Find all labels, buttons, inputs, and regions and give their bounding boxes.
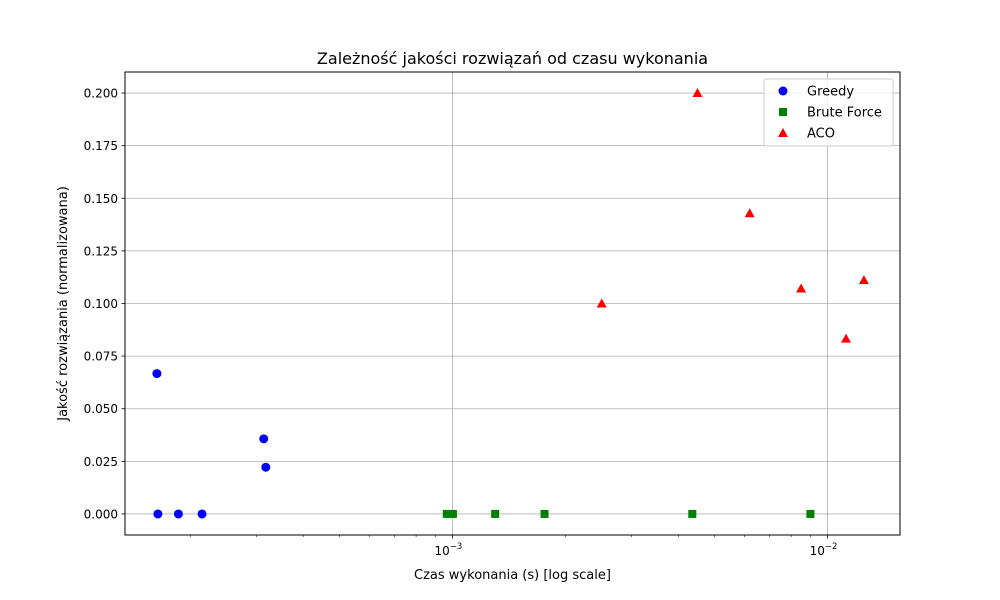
point-greedy bbox=[261, 462, 271, 472]
point-aco bbox=[841, 333, 852, 343]
x-tick-label-base: 10 bbox=[435, 544, 450, 558]
y-tick-label: 0.200 bbox=[84, 87, 118, 101]
y-tick-label: 0.175 bbox=[84, 139, 118, 153]
legend-marker-brute-force bbox=[779, 108, 787, 116]
legend-label-greedy: Greedy bbox=[807, 85, 854, 100]
y-tick-label: 0.050 bbox=[84, 402, 118, 416]
point-aco bbox=[858, 275, 869, 285]
point-aco bbox=[692, 88, 703, 98]
legend: Greedy Brute Force ACO bbox=[763, 78, 894, 147]
y-tick-label: 0.100 bbox=[84, 297, 118, 311]
y-axis-label: Jakość rozwiązania (normalizowana) bbox=[56, 186, 71, 422]
point-greedy bbox=[197, 509, 207, 519]
point-brute-force bbox=[540, 509, 549, 518]
x-tick-label: 10−2 bbox=[810, 542, 838, 558]
y-tick-label: 0.150 bbox=[84, 192, 118, 206]
x-tick-label-exponent: −2 bbox=[825, 542, 838, 552]
point-aco bbox=[744, 208, 755, 218]
legend-marker-aco bbox=[778, 128, 788, 137]
point-aco bbox=[596, 298, 607, 308]
point-brute-force bbox=[688, 509, 697, 518]
legend-box bbox=[763, 78, 894, 147]
x-tick-label-exponent: −3 bbox=[450, 542, 463, 552]
point-aco bbox=[796, 283, 807, 293]
y-tick-label: 0.025 bbox=[84, 455, 118, 469]
point-brute-force bbox=[806, 509, 815, 518]
point-greedy bbox=[173, 509, 183, 519]
axis-ticks: 0.000 0.025 0.050 0.075 0.100 0.125 0.150 0.175… bbox=[84, 87, 838, 558]
x-tick-label-base: 10 bbox=[810, 544, 825, 558]
legend-marker-greedy bbox=[778, 86, 788, 96]
point-greedy bbox=[152, 369, 162, 379]
data-points bbox=[152, 88, 869, 519]
x-axis-label: Czas wykonania (s) [log scale] bbox=[414, 568, 611, 583]
point-brute-force bbox=[442, 509, 451, 518]
grid bbox=[125, 72, 900, 535]
point-greedy bbox=[259, 434, 269, 444]
point-brute-force bbox=[448, 509, 457, 518]
y-tick-label: 0.075 bbox=[84, 350, 118, 364]
x-tick-label: 10−3 bbox=[435, 542, 463, 558]
y-tick-label: 0.125 bbox=[84, 244, 118, 258]
chart-title: Zależność jakości rozwiązań od czasu wyk… bbox=[317, 49, 708, 68]
point-greedy bbox=[153, 509, 163, 519]
legend-label-brute-force: Brute Force bbox=[807, 106, 882, 121]
point-brute-force bbox=[491, 509, 500, 518]
y-tick-label: 0.000 bbox=[84, 507, 118, 521]
legend-label-aco: ACO bbox=[807, 127, 835, 142]
